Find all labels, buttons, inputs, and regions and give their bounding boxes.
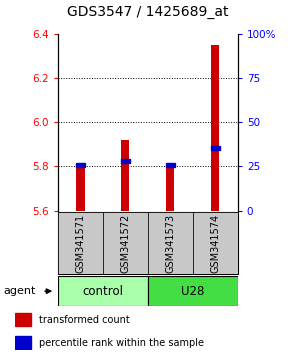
Bar — [58, 276, 148, 306]
Text: control: control — [82, 285, 124, 298]
Bar — [166, 164, 174, 211]
Bar — [122, 140, 129, 211]
Bar — [77, 164, 84, 211]
Bar — [14, 313, 30, 326]
Bar — [193, 212, 238, 274]
Bar — [14, 336, 30, 349]
Text: U28: U28 — [181, 285, 204, 298]
Bar — [58, 212, 103, 274]
Text: GSM341572: GSM341572 — [120, 214, 130, 273]
Bar — [76, 162, 85, 167]
Bar — [211, 145, 220, 150]
Bar — [121, 159, 130, 163]
Text: agent: agent — [3, 286, 35, 296]
Bar — [166, 163, 175, 167]
Bar — [148, 276, 238, 306]
Text: transformed count: transformed count — [39, 315, 129, 325]
Text: percentile rank within the sample: percentile rank within the sample — [39, 338, 204, 348]
Bar — [103, 212, 148, 274]
Text: GSM341573: GSM341573 — [165, 214, 175, 273]
Bar — [211, 45, 219, 211]
Bar — [148, 212, 193, 274]
Text: GDS3547 / 1425689_at: GDS3547 / 1425689_at — [67, 5, 229, 19]
Text: GSM341571: GSM341571 — [75, 214, 86, 273]
Text: GSM341574: GSM341574 — [210, 214, 220, 273]
